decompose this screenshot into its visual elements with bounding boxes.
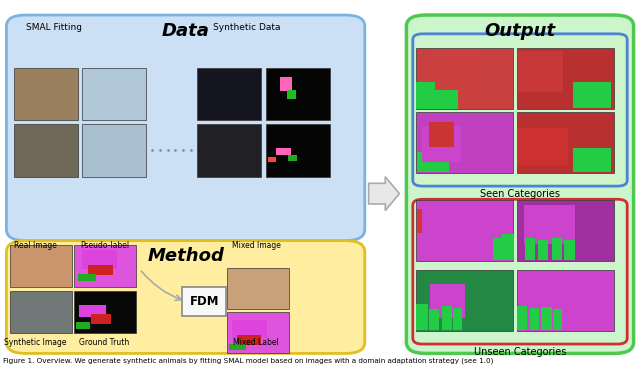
Bar <box>416 82 458 109</box>
Text: Seen Categories: Seen Categories <box>480 189 560 199</box>
Text: Real Image: Real Image <box>14 241 56 250</box>
Bar <box>197 68 261 120</box>
Bar <box>10 291 72 333</box>
Bar <box>280 77 292 91</box>
FancyBboxPatch shape <box>182 287 226 316</box>
Bar <box>517 200 614 261</box>
Bar <box>517 112 614 173</box>
Text: Data: Data <box>162 22 209 40</box>
Bar <box>232 320 267 338</box>
Text: Synthetic Image: Synthetic Image <box>4 338 67 347</box>
Bar <box>416 112 513 173</box>
Bar <box>422 126 461 162</box>
Text: Method: Method <box>147 247 224 265</box>
FancyBboxPatch shape <box>6 241 365 353</box>
Bar <box>416 48 513 109</box>
Bar <box>517 48 614 109</box>
Bar <box>422 201 474 243</box>
Bar <box>502 234 514 260</box>
Bar <box>517 270 614 331</box>
Bar <box>525 238 535 260</box>
Bar <box>91 314 111 324</box>
FancyArrow shape <box>369 177 399 211</box>
Bar <box>14 124 78 177</box>
Text: Pseudo-label: Pseudo-label <box>80 241 129 250</box>
Bar <box>78 274 96 281</box>
Bar <box>268 157 276 162</box>
Bar <box>417 152 449 172</box>
Bar <box>435 49 480 90</box>
Text: Mixed Image: Mixed Image <box>232 241 280 250</box>
Bar <box>197 124 261 177</box>
Bar <box>88 265 113 275</box>
Bar <box>416 304 428 330</box>
Bar <box>518 51 563 92</box>
Bar <box>82 250 117 269</box>
Bar <box>10 245 72 287</box>
Bar <box>429 309 439 330</box>
Bar <box>227 268 289 309</box>
Bar <box>518 284 557 318</box>
Text: Output: Output <box>484 22 556 40</box>
Bar <box>493 238 504 260</box>
Text: Figure 1. Overview. We generate synthetic animals by fitting SMAL model based on: Figure 1. Overview. We generate syntheti… <box>3 358 493 364</box>
Bar <box>517 128 568 165</box>
Bar <box>266 68 330 120</box>
Bar <box>74 245 136 287</box>
Bar <box>276 148 291 155</box>
Bar <box>430 284 465 318</box>
Bar <box>74 291 136 333</box>
FancyBboxPatch shape <box>406 15 634 353</box>
FancyBboxPatch shape <box>6 15 365 241</box>
Bar <box>237 335 261 345</box>
Text: Synthetic Data: Synthetic Data <box>212 23 280 32</box>
Bar <box>429 122 454 147</box>
Bar <box>266 124 330 177</box>
Bar <box>442 306 452 330</box>
Bar <box>227 312 289 353</box>
Bar <box>79 305 106 317</box>
Bar <box>82 68 146 120</box>
Bar <box>417 209 440 233</box>
Bar <box>517 306 527 330</box>
Text: FDM: FDM <box>189 295 219 308</box>
Text: Mixed Label: Mixed Label <box>233 338 279 347</box>
Bar <box>82 124 146 177</box>
Bar <box>416 270 513 331</box>
Bar <box>453 308 462 330</box>
Bar <box>416 200 513 261</box>
Bar <box>229 344 246 350</box>
Text: SMAL Fitting: SMAL Fitting <box>26 23 83 32</box>
Bar <box>564 240 575 260</box>
Bar <box>573 148 611 172</box>
Bar <box>288 155 297 161</box>
Text: Ground Truth: Ground Truth <box>79 338 129 347</box>
Bar <box>530 308 539 330</box>
Bar <box>76 322 90 329</box>
Bar <box>573 82 611 108</box>
Bar <box>287 90 296 99</box>
Bar <box>552 238 562 260</box>
Bar <box>538 240 548 260</box>
Bar <box>524 205 575 244</box>
Bar <box>541 307 552 330</box>
Bar <box>14 68 78 120</box>
Text: Unseen Categories: Unseen Categories <box>474 347 566 357</box>
Bar <box>553 309 562 330</box>
